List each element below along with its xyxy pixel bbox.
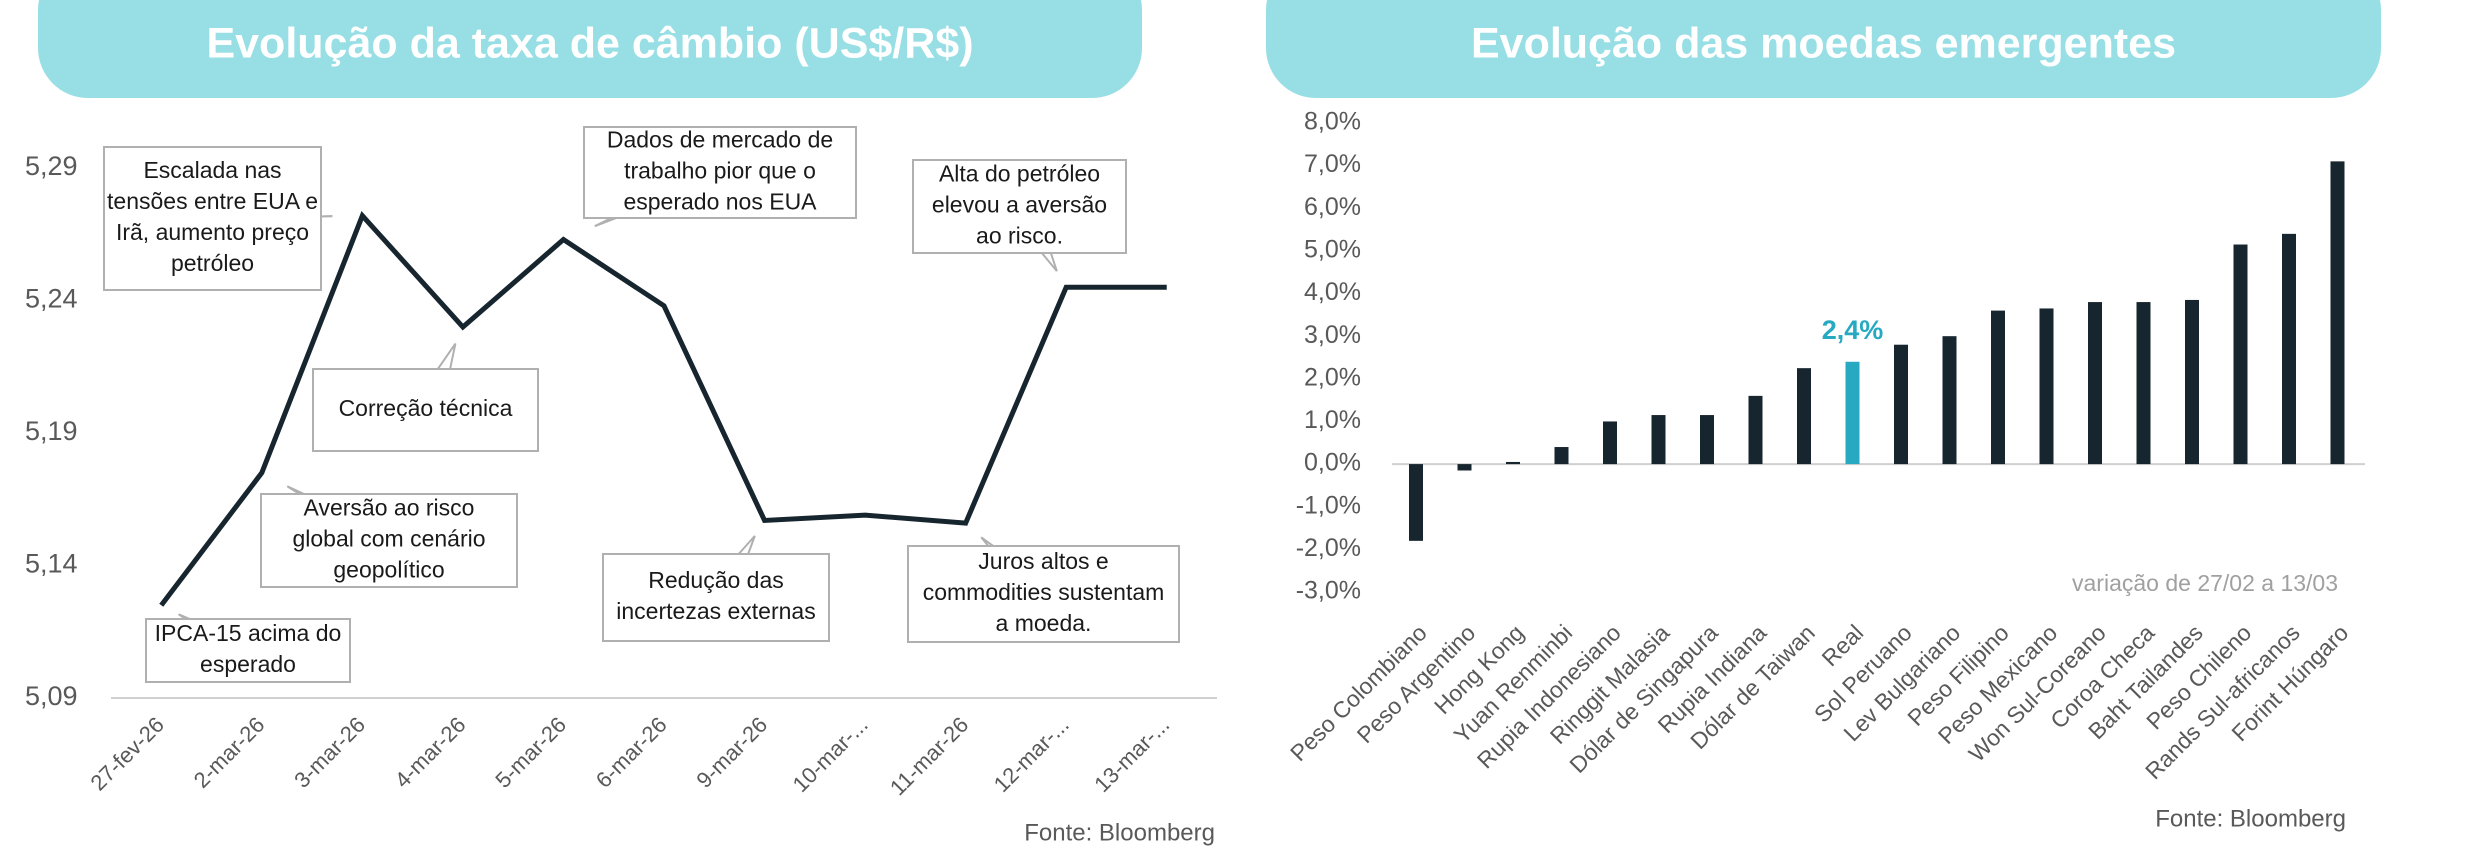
y-tick-label: -1,0% — [1296, 491, 1361, 519]
callout-box — [907, 545, 1180, 643]
y-tick-label: 5,09 — [25, 681, 78, 711]
value-label: 2,4% — [1822, 315, 1884, 345]
source-note: Fonte: Bloomberg — [2155, 805, 2346, 832]
callout-text: incertezas externas — [616, 598, 815, 624]
callout-text: Redução das — [648, 567, 784, 593]
line-series — [159, 211, 1167, 607]
bar — [1603, 421, 1617, 465]
callout-text: Dados de mercado de — [607, 127, 833, 153]
title-banner — [1266, 0, 2381, 98]
chart-title: Evolução da taxa de câmbio (US$/R$) — [206, 19, 973, 67]
callout-box — [602, 553, 830, 642]
y-tick-label: 4,0% — [1304, 278, 1361, 306]
bar — [1506, 461, 1520, 465]
y-tick-label: 8,0% — [1304, 108, 1361, 136]
bar — [1651, 415, 1666, 465]
bar — [2088, 302, 2102, 465]
bar — [1457, 464, 1472, 471]
x-tick-label: 13-mar-... — [1089, 712, 1174, 797]
callout-box — [145, 618, 351, 683]
callout-text: IPCA-15 acima do — [155, 620, 342, 646]
y-tick-label: 5,29 — [25, 151, 78, 181]
y-tick-label: 2,0% — [1304, 363, 1361, 391]
callout-text: elevou a aversão — [932, 192, 1107, 218]
callout-text: esperado nos EUA — [623, 189, 817, 215]
bar — [2282, 233, 2296, 465]
x-tick-label: 27-fev-26 — [86, 712, 169, 795]
y-tick-label: -3,0% — [1296, 577, 1361, 605]
callout-text: Alta do petróleo — [939, 161, 1100, 187]
callout-text: Correção técnica — [339, 395, 513, 421]
y-tick-label: 5,19 — [25, 416, 78, 446]
callout-box — [103, 146, 322, 291]
x-tick-label: 2-mar-26 — [189, 712, 270, 793]
y-tick-label: 0,0% — [1304, 449, 1361, 477]
y-tick-label: 1,0% — [1304, 406, 1361, 434]
bar — [2185, 299, 2199, 465]
x-tick-label: 11-mar-26 — [885, 712, 973, 800]
bar — [1797, 368, 1811, 465]
x-tick-label: 10-mar-... — [788, 712, 873, 797]
callout-box — [312, 368, 539, 452]
callout-text: Escalada nas — [143, 157, 281, 183]
callout-text: global com cenário — [292, 526, 485, 552]
callout-box — [912, 159, 1127, 254]
x-tick-label: 9-mar-26 — [691, 712, 772, 793]
bar — [1748, 395, 1763, 465]
x-tick-label: 3-mar-26 — [289, 712, 370, 793]
bar — [2330, 161, 2345, 465]
callout-text: trabalho pior que o — [624, 158, 816, 184]
callout-text: esperado — [200, 651, 296, 677]
y-tick-label: -2,0% — [1296, 534, 1361, 562]
title-banner — [38, 0, 1142, 98]
chart-title: Evolução das moedas emergentes — [1471, 19, 2176, 67]
bar — [1942, 336, 1957, 465]
callout-text: Irã, aumento preço — [116, 219, 309, 245]
callout-text: ao risco. — [976, 223, 1063, 249]
bar — [1991, 310, 2005, 465]
callout-box — [583, 126, 857, 219]
y-tick-label: 7,0% — [1304, 150, 1361, 178]
y-tick-label: 5,14 — [25, 549, 78, 579]
bar — [2039, 308, 2054, 465]
y-tick-label: 3,0% — [1304, 321, 1361, 349]
bar — [1700, 415, 1714, 465]
bar — [2136, 302, 2151, 465]
source-note: Fonte: Bloomberg — [1024, 819, 1215, 846]
note: variação de 27/02 a 13/03 — [2072, 570, 2338, 596]
callout-text: Aversão ao risco — [304, 495, 475, 521]
bar — [1554, 447, 1569, 465]
y-tick-label: 5,0% — [1304, 236, 1361, 264]
bar — [2233, 244, 2248, 465]
y-tick-label: 5,24 — [25, 284, 78, 314]
x-tick-label: 4-mar-26 — [390, 712, 471, 793]
callout-text: commodities sustentam — [923, 579, 1165, 605]
bar — [1845, 361, 1860, 465]
x-tick-label: 6-mar-26 — [591, 712, 672, 793]
callout-text: petróleo — [171, 250, 254, 276]
callout-text: a moeda. — [996, 610, 1092, 636]
bar — [1894, 344, 1908, 465]
callout-text: Juros altos e — [978, 548, 1108, 574]
callout-text: geopolítico — [333, 557, 444, 583]
x-tick-label: 12-mar-... — [989, 712, 1074, 797]
callout-text: tensões entre EUA e — [107, 188, 318, 214]
callout-box — [260, 493, 518, 588]
bar — [1409, 464, 1423, 541]
y-tick-label: 6,0% — [1304, 193, 1361, 221]
x-tick-label: 5-mar-26 — [490, 712, 571, 793]
